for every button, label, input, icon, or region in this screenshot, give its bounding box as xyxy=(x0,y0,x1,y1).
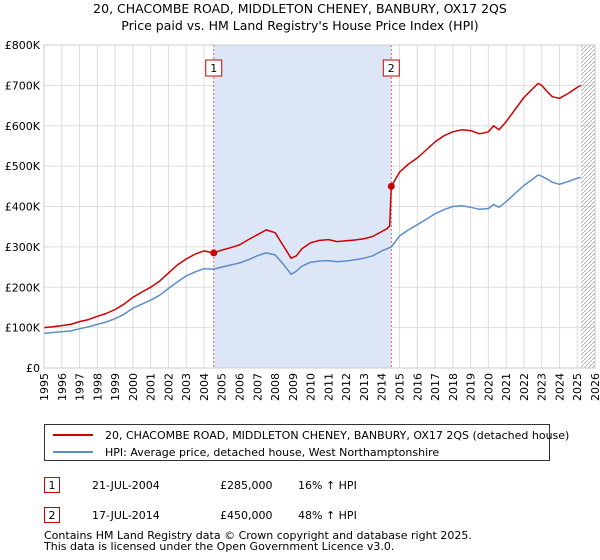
title-line-1: 20, CHACOMBE ROAD, MIDDLETON CHENEY, BAN… xyxy=(93,1,507,16)
transaction-date: 17-JUL-2014 xyxy=(92,508,160,522)
y-tick-label: £300K xyxy=(5,241,41,254)
transaction-date: 21-JUL-2004 xyxy=(92,478,160,492)
x-tick-label: 2010 xyxy=(305,373,318,401)
title-line-2: Price paid vs. HM Land Registry's House … xyxy=(121,18,479,33)
transaction-price: £450,000 xyxy=(220,508,273,522)
transaction-number-badge: 1 xyxy=(44,477,60,493)
transaction-hpi-change: 48% ↑ HPI xyxy=(298,508,357,522)
y-tick-label: £400K xyxy=(5,201,41,214)
y-tick-label: £100K xyxy=(5,322,41,335)
legend-swatch-hpi xyxy=(53,451,93,453)
transaction-label: 2 xyxy=(388,62,395,75)
x-tick-label: 2012 xyxy=(340,373,353,401)
x-tick-label: 1995 xyxy=(38,373,51,401)
x-tick-label: 2025 xyxy=(571,373,584,401)
y-tick-label: £500K xyxy=(5,160,41,173)
x-tick-label: 2023 xyxy=(536,373,549,401)
x-tick-label: 2004 xyxy=(198,373,211,401)
axes: £0 £100K £200K £300K £400K £500K £600K £700K £80… xyxy=(5,39,600,401)
y-tick-label: £800K xyxy=(5,39,41,52)
x-tick-label: 2000 xyxy=(127,373,140,401)
x-tick-label: 1997 xyxy=(74,373,87,401)
x-tick-label: 1996 xyxy=(56,373,69,401)
x-tick-label: 2014 xyxy=(376,373,389,401)
legend-item-hpi: HPI: Average price, detached house, West… xyxy=(53,444,439,460)
x-tick-label: 2021 xyxy=(500,373,513,401)
x-tick-label: 2017 xyxy=(429,373,442,401)
shaded-period xyxy=(213,45,595,368)
x-tick-label: 2016 xyxy=(411,373,424,401)
x-tick-label: 2022 xyxy=(518,373,531,401)
x-tick-label: 2026 xyxy=(589,373,600,401)
series-lines xyxy=(43,82,582,335)
forecast-hatch xyxy=(580,45,595,368)
y-tick-label: £600K xyxy=(5,120,41,133)
series-line-hpi xyxy=(43,174,581,335)
y-tick-label: £0 xyxy=(26,362,40,375)
x-tick-label: 2019 xyxy=(465,373,478,401)
x-tick-label: 1998 xyxy=(91,373,104,401)
transaction-point xyxy=(210,249,218,257)
transaction-number-badge: 2 xyxy=(44,507,60,523)
x-tick-label: 2005 xyxy=(216,373,229,401)
footer-licence: This data is licensed under the Open Gov… xyxy=(44,540,395,553)
legend-item-property: 20, CHACOMBE ROAD, MIDDLETON CHENEY, BAN… xyxy=(53,427,569,443)
x-tick-label: 1999 xyxy=(109,373,122,401)
x-tick-label: 2015 xyxy=(393,373,406,401)
x-tick-label: 2001 xyxy=(145,373,158,401)
x-tick-label: 2011 xyxy=(322,373,335,401)
shaded-region xyxy=(213,45,392,368)
footer: Contains HM Land Registry data © Crown c… xyxy=(44,530,472,552)
x-tick-label: 2002 xyxy=(162,373,175,401)
legend: 20, CHACOMBE ROAD, MIDDLETON CHENEY, BAN… xyxy=(44,424,569,461)
transaction-label-box xyxy=(205,59,223,77)
transaction-label-box xyxy=(382,59,400,77)
transaction-point xyxy=(387,182,395,190)
legend-swatch-property xyxy=(53,434,93,436)
chart-title: 20, CHACOMBE ROAD, MIDDLETON CHENEY, BAN… xyxy=(0,0,600,34)
x-tick-label: 2018 xyxy=(447,373,460,401)
series-line-property xyxy=(43,82,582,329)
y-tick-label: £200K xyxy=(5,281,41,294)
y-tick-label: £700K xyxy=(5,79,41,92)
x-tick-label: 2024 xyxy=(553,373,566,401)
transaction-hpi-change: 16% ↑ HPI xyxy=(298,478,357,492)
x-tick-label: 2009 xyxy=(287,373,300,401)
plot-border xyxy=(43,44,596,369)
legend-label-hpi: HPI: Average price, detached house, West… xyxy=(105,445,440,459)
footer-copyright: Contains HM Land Registry data © Crown c… xyxy=(44,529,472,542)
x-tick-label: 2006 xyxy=(234,373,247,401)
x-tick-label: 2013 xyxy=(358,373,371,401)
x-tick-label: 2008 xyxy=(269,373,282,401)
x-tick-label: 2020 xyxy=(482,373,495,401)
transaction-price: £285,000 xyxy=(220,478,273,492)
x-tick-label: 2003 xyxy=(180,373,193,401)
transaction-label: 1 xyxy=(210,62,217,75)
x-tick-label: 2007 xyxy=(251,373,264,401)
legend-label-property: 20, CHACOMBE ROAD, MIDDLETON CHENEY, BAN… xyxy=(105,428,570,442)
